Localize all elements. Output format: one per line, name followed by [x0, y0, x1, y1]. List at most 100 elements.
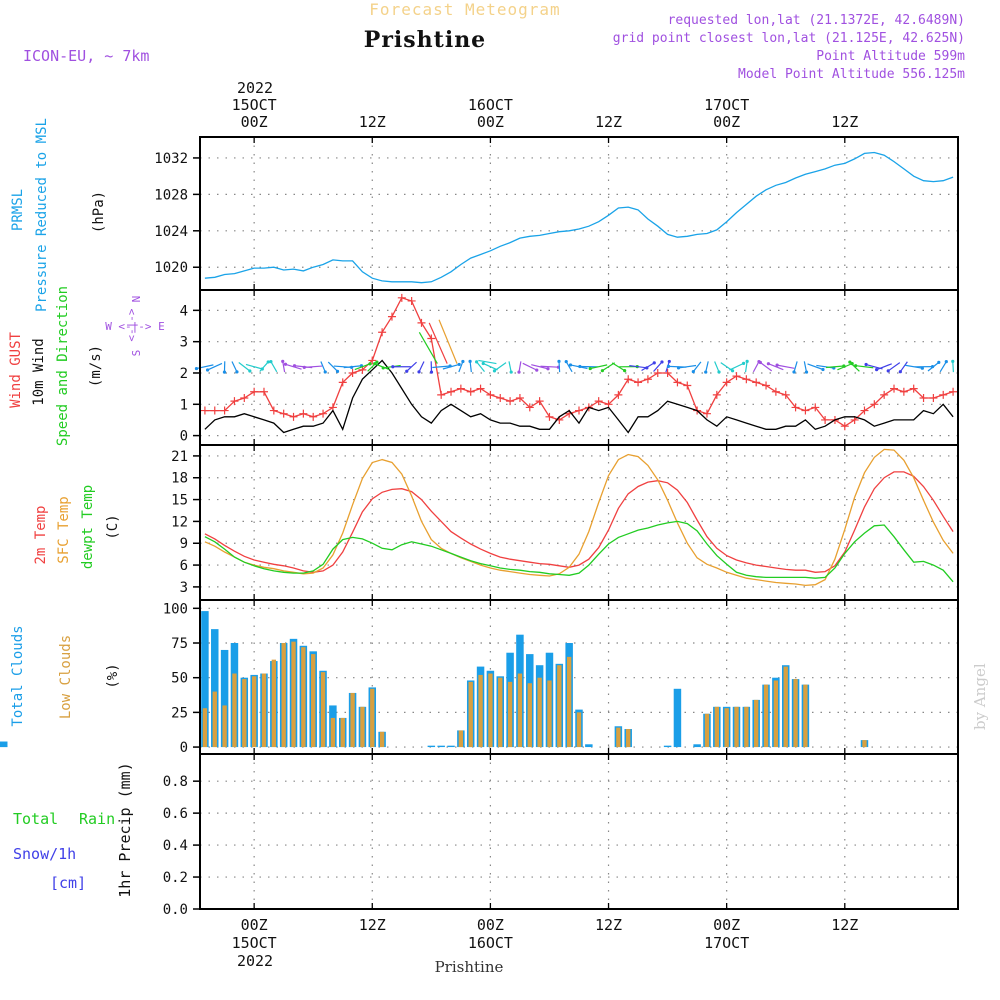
wind-arrow	[304, 365, 323, 368]
page-title: Prishtine	[364, 27, 486, 53]
wind-arrow	[442, 363, 460, 370]
bottom-hour-label: 12Z	[359, 916, 386, 934]
gust-marker	[663, 368, 672, 377]
gust-marker	[456, 384, 465, 393]
wind-arrow-head	[741, 361, 746, 365]
bottom-date-label: 15OCT	[232, 934, 277, 952]
y-tick-label: 2	[180, 366, 188, 382]
gust-marker	[653, 368, 662, 377]
cloud-labels: Total Clouds Low Clouds (%)	[10, 625, 121, 726]
wind-arrow-head	[481, 361, 485, 366]
y-tick-label: 50	[171, 671, 188, 687]
gust-marker	[880, 390, 889, 399]
wind-arrow	[531, 364, 549, 370]
total-cloud-bar	[427, 745, 436, 748]
gust-marker	[417, 318, 426, 327]
y-tick-label: 1024	[154, 224, 188, 240]
y-tick-label: 1028	[154, 187, 188, 203]
wind-arrow-head	[804, 370, 809, 374]
gust-marker	[368, 356, 377, 365]
gust-marker	[210, 406, 219, 415]
temperature-panel: 3 6 9 12 15 18 21	[171, 444, 959, 601]
gust-marker	[781, 390, 790, 399]
wind-labels: Wind GUST 10m Wind Speed and Direction (…	[8, 286, 165, 446]
gust-label: Wind GUST	[8, 332, 24, 408]
gust-marker	[624, 375, 633, 384]
wind-arrow	[760, 362, 773, 372]
wind-arrow	[678, 364, 697, 369]
low-cloud-bar	[468, 681, 473, 748]
wind-arrow-head	[417, 370, 421, 374]
wind-arrow-head	[660, 360, 664, 364]
wind-arrow	[714, 361, 720, 373]
y-tick-label: 3	[180, 335, 188, 351]
wind-arrow-head	[600, 369, 604, 373]
grid-point-coords: grid point closest lon,lat (21.125E, 42.…	[613, 31, 965, 46]
wind-arrow-head	[323, 370, 327, 374]
y-tick-label: 4	[180, 303, 188, 319]
model-altitude: Model Point Altitude 556.125m	[738, 67, 965, 82]
total-cloud-label: Total Clouds	[10, 625, 26, 726]
wind-arrow-head	[821, 367, 825, 372]
bottom-hour-label: 00Z	[477, 916, 504, 934]
gust-marker	[643, 375, 652, 384]
gust-marker	[387, 312, 396, 321]
temp-unit: (C)	[105, 514, 121, 539]
wind-arrow	[768, 363, 784, 371]
gust-marker	[732, 372, 741, 381]
gust-marker	[319, 409, 328, 418]
gust-marker	[594, 397, 603, 406]
wind-arrow	[482, 362, 498, 371]
total-cloud-bar	[447, 745, 455, 748]
wind-arrow-head	[691, 370, 695, 374]
gust-marker	[614, 390, 623, 399]
gust-marker	[515, 394, 524, 403]
wind-arrow-head	[368, 362, 372, 366]
low-cloud-bar	[202, 708, 208, 748]
gust-marker	[476, 384, 485, 393]
wind-arrow-head	[704, 370, 708, 374]
compass-s: S	[130, 350, 143, 357]
top-date-label: 17OCT	[704, 96, 749, 114]
gust-marker	[309, 412, 318, 421]
wind-arrow	[602, 362, 615, 372]
wind-arrow-head	[405, 369, 409, 373]
wind-arrow-head	[535, 368, 539, 372]
wind-arrow	[259, 361, 269, 372]
wind-arrow-head	[666, 364, 671, 368]
credit: by Angel	[971, 663, 989, 730]
gust-marker	[299, 409, 308, 418]
gust-marker	[634, 378, 643, 387]
wind-unit: (m/s)	[88, 345, 104, 387]
total-cloud-bar	[693, 744, 701, 748]
low-cloud-bar	[478, 674, 483, 748]
y-tick-label: 3	[180, 580, 188, 596]
low-cloud-bar	[744, 706, 749, 748]
wind-arrow	[418, 361, 425, 373]
gust-marker	[397, 293, 406, 302]
wind-label: 10m Wind	[31, 338, 47, 405]
wind-arrow	[904, 364, 923, 369]
wind-arrow-head	[920, 366, 924, 370]
bottom-date-label: 16OCT	[468, 934, 513, 952]
top-hour-label: 12Z	[595, 113, 622, 131]
gust-marker	[200, 406, 209, 415]
pressure-panel: 1020 1024 1028 1032	[154, 136, 959, 291]
y-tick-label: 6	[180, 558, 188, 574]
precip-labels: Total Rain Snow/1h [cm] 1hr Precip (mm)	[13, 762, 134, 897]
y-tick-label: 25	[171, 705, 188, 721]
wind-arrow	[899, 361, 908, 373]
bottom-hour-label: 00Z	[713, 916, 740, 934]
low-cloud-bar	[626, 729, 631, 748]
wind-arrow	[876, 363, 892, 371]
low-cloud-bar	[537, 677, 542, 748]
wind-arrow-head	[864, 362, 868, 367]
low-cloud-bar	[271, 659, 276, 748]
wind-arrow	[629, 364, 647, 369]
low-cloud-bar	[754, 699, 759, 748]
footer-location: Prishtine	[435, 958, 504, 976]
low-cloud-bar	[724, 708, 729, 748]
wind-arrow	[952, 361, 954, 373]
gust-marker	[909, 384, 918, 393]
